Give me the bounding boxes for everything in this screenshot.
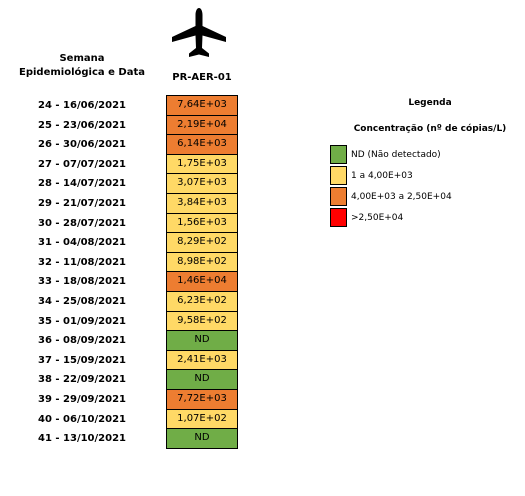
legend-item: >2,50E+04 bbox=[330, 207, 452, 228]
week-label: 31 - 04/08/2021 bbox=[38, 237, 126, 249]
legend-label: ND (Não detectado) bbox=[351, 149, 441, 160]
concentration-cell: ND bbox=[167, 331, 237, 351]
concentration-column: 7,64E+03 2,19E+04 6,14E+03 1,75E+03 3,07E+03… bbox=[166, 95, 238, 449]
concentration-cell: ND bbox=[167, 370, 237, 390]
week-label: 25 - 23/06/2021 bbox=[38, 119, 126, 131]
concentration-cell: 3,07E+03 bbox=[167, 174, 237, 194]
concentration-cell: 8,29E+02 bbox=[167, 233, 237, 253]
concentration-cell: 2,41E+03 bbox=[167, 350, 237, 371]
concentration-cell: 1,46E+04 bbox=[167, 272, 237, 292]
concentration-cell: 7,72E+03 bbox=[167, 389, 237, 410]
week-column-header: Semana Epidemiológica e Data bbox=[19, 53, 145, 78]
legend-item: ND (Não detectado) bbox=[330, 144, 452, 165]
concentration-cell: 6,23E+02 bbox=[167, 291, 237, 312]
week-label: 33 - 18/08/2021 bbox=[38, 276, 126, 288]
week-label: 36 - 08/09/2021 bbox=[38, 335, 126, 347]
legend-item: 1 a 4,00E+03 bbox=[330, 165, 452, 186]
concentration-cell: 2,19E+04 bbox=[167, 115, 237, 136]
concentration-cell: 6,14E+03 bbox=[167, 135, 237, 155]
legend-item: 4,00E+03 a 2,50E+04 bbox=[330, 186, 452, 207]
week-label: 41 - 13/10/2021 bbox=[38, 433, 126, 445]
legend: ND (Não detectado) 1 a 4,00E+03 4,00E+03 a… bbox=[330, 144, 452, 228]
week-label: 30 - 28/07/2021 bbox=[38, 217, 126, 229]
week-label: 40 - 06/10/2021 bbox=[38, 413, 126, 425]
legend-label: 4,00E+03 a 2,50E+04 bbox=[351, 191, 452, 202]
airplane-icon bbox=[172, 8, 226, 57]
legend-swatch bbox=[330, 166, 347, 185]
legend-label: 1 a 4,00E+03 bbox=[351, 170, 413, 181]
week-label: 38 - 22/09/2021 bbox=[38, 374, 126, 386]
week-label: 26 - 30/06/2021 bbox=[38, 139, 126, 151]
week-label: 37 - 15/09/2021 bbox=[38, 354, 126, 366]
week-label: 35 - 01/09/2021 bbox=[38, 315, 126, 327]
concentration-cell: 7,64E+03 bbox=[167, 96, 237, 116]
week-label: 29 - 21/07/2021 bbox=[38, 197, 126, 209]
concentration-cell: 8,98E+02 bbox=[167, 252, 237, 273]
concentration-cell: 1,07E+02 bbox=[167, 409, 237, 430]
legend-subtitle: Concentração (nº de cópias/L) bbox=[353, 124, 507, 134]
legend-swatch bbox=[330, 145, 347, 164]
concentration-cell: 1,56E+03 bbox=[167, 213, 237, 234]
legend-title: Legenda bbox=[408, 98, 452, 108]
station-column-header: PR-AER-01 bbox=[172, 72, 232, 83]
week-list: 24 - 16/06/2021 25 - 23/06/2021 26 - 30/06… bbox=[8, 96, 156, 449]
concentration-cell: ND bbox=[167, 429, 237, 448]
concentration-cell: 9,58E+02 bbox=[167, 311, 237, 332]
legend-swatch bbox=[330, 187, 347, 206]
week-label: 39 - 29/09/2021 bbox=[38, 393, 126, 405]
legend-label: >2,50E+04 bbox=[351, 212, 404, 223]
week-label: 24 - 16/06/2021 bbox=[38, 100, 126, 111]
week-label: 28 - 14/07/2021 bbox=[38, 178, 126, 190]
week-label: 32 - 11/08/2021 bbox=[38, 256, 126, 268]
week-label: 27 - 07/07/2021 bbox=[38, 158, 126, 170]
concentration-cell: 1,75E+03 bbox=[167, 154, 237, 175]
legend-swatch bbox=[330, 208, 347, 227]
week-label: 34 - 25/08/2021 bbox=[38, 295, 126, 307]
concentration-cell: 3,84E+03 bbox=[167, 193, 237, 214]
